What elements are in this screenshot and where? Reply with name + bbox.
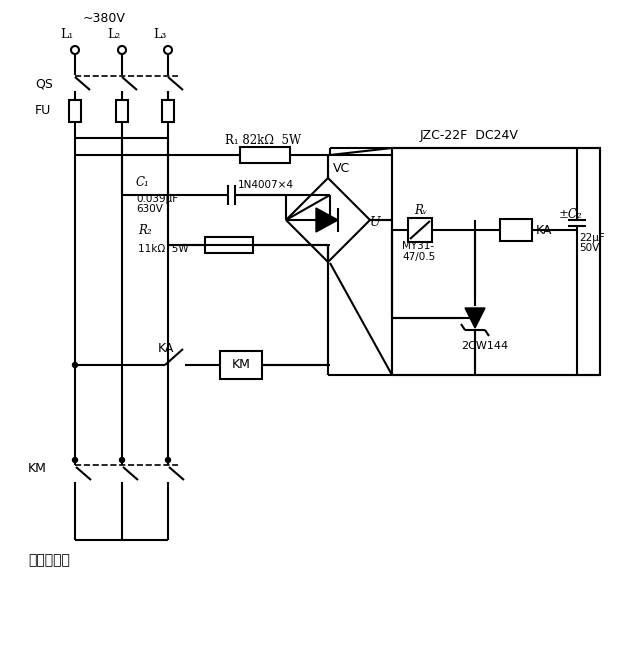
Text: QS: QS <box>35 78 53 90</box>
Text: 2CW144: 2CW144 <box>461 341 508 351</box>
Circle shape <box>72 458 78 462</box>
Text: VC: VC <box>333 162 350 175</box>
Text: ±C₂: ±C₂ <box>559 207 582 220</box>
Polygon shape <box>316 208 338 232</box>
Bar <box>408 218 432 242</box>
Bar <box>220 351 262 379</box>
Text: KA: KA <box>536 224 552 237</box>
Text: MY31-: MY31- <box>402 241 434 251</box>
Text: 0.039μF: 0.039μF <box>136 194 178 204</box>
Text: L₁: L₁ <box>61 29 74 41</box>
Text: 47/0.5: 47/0.5 <box>402 252 435 262</box>
Text: R₁ 82kΩ  5W: R₁ 82kΩ 5W <box>225 135 301 148</box>
Text: Rᵥ: Rᵥ <box>414 203 428 216</box>
Text: KM: KM <box>28 462 47 475</box>
Text: C₁: C₁ <box>136 177 150 190</box>
Bar <box>116 100 128 122</box>
Text: 50V: 50V <box>579 243 599 253</box>
Circle shape <box>72 362 78 368</box>
Bar <box>392 148 600 375</box>
Text: U: U <box>370 216 381 230</box>
Text: 22μF: 22μF <box>579 233 605 243</box>
Bar <box>162 100 174 122</box>
Text: 11kΩ  5W: 11kΩ 5W <box>138 244 189 254</box>
Text: JZC-22F  DC24V: JZC-22F DC24V <box>420 129 519 143</box>
Text: KA: KA <box>158 343 174 356</box>
Circle shape <box>119 458 124 462</box>
Text: L₂: L₂ <box>107 29 121 41</box>
Bar <box>205 237 253 253</box>
Circle shape <box>166 458 171 462</box>
Text: 至用电设备: 至用电设备 <box>28 553 70 567</box>
Text: ~380V: ~380V <box>83 12 126 24</box>
Text: L₃: L₃ <box>153 29 167 41</box>
Polygon shape <box>465 308 485 328</box>
Text: FU: FU <box>35 103 51 116</box>
Bar <box>69 100 81 122</box>
Bar <box>240 147 290 163</box>
Bar <box>500 219 532 241</box>
Text: KM: KM <box>232 358 251 371</box>
Text: 1N4007×4: 1N4007×4 <box>238 180 294 190</box>
Text: R₂: R₂ <box>138 224 152 237</box>
Text: 630V: 630V <box>136 204 163 214</box>
